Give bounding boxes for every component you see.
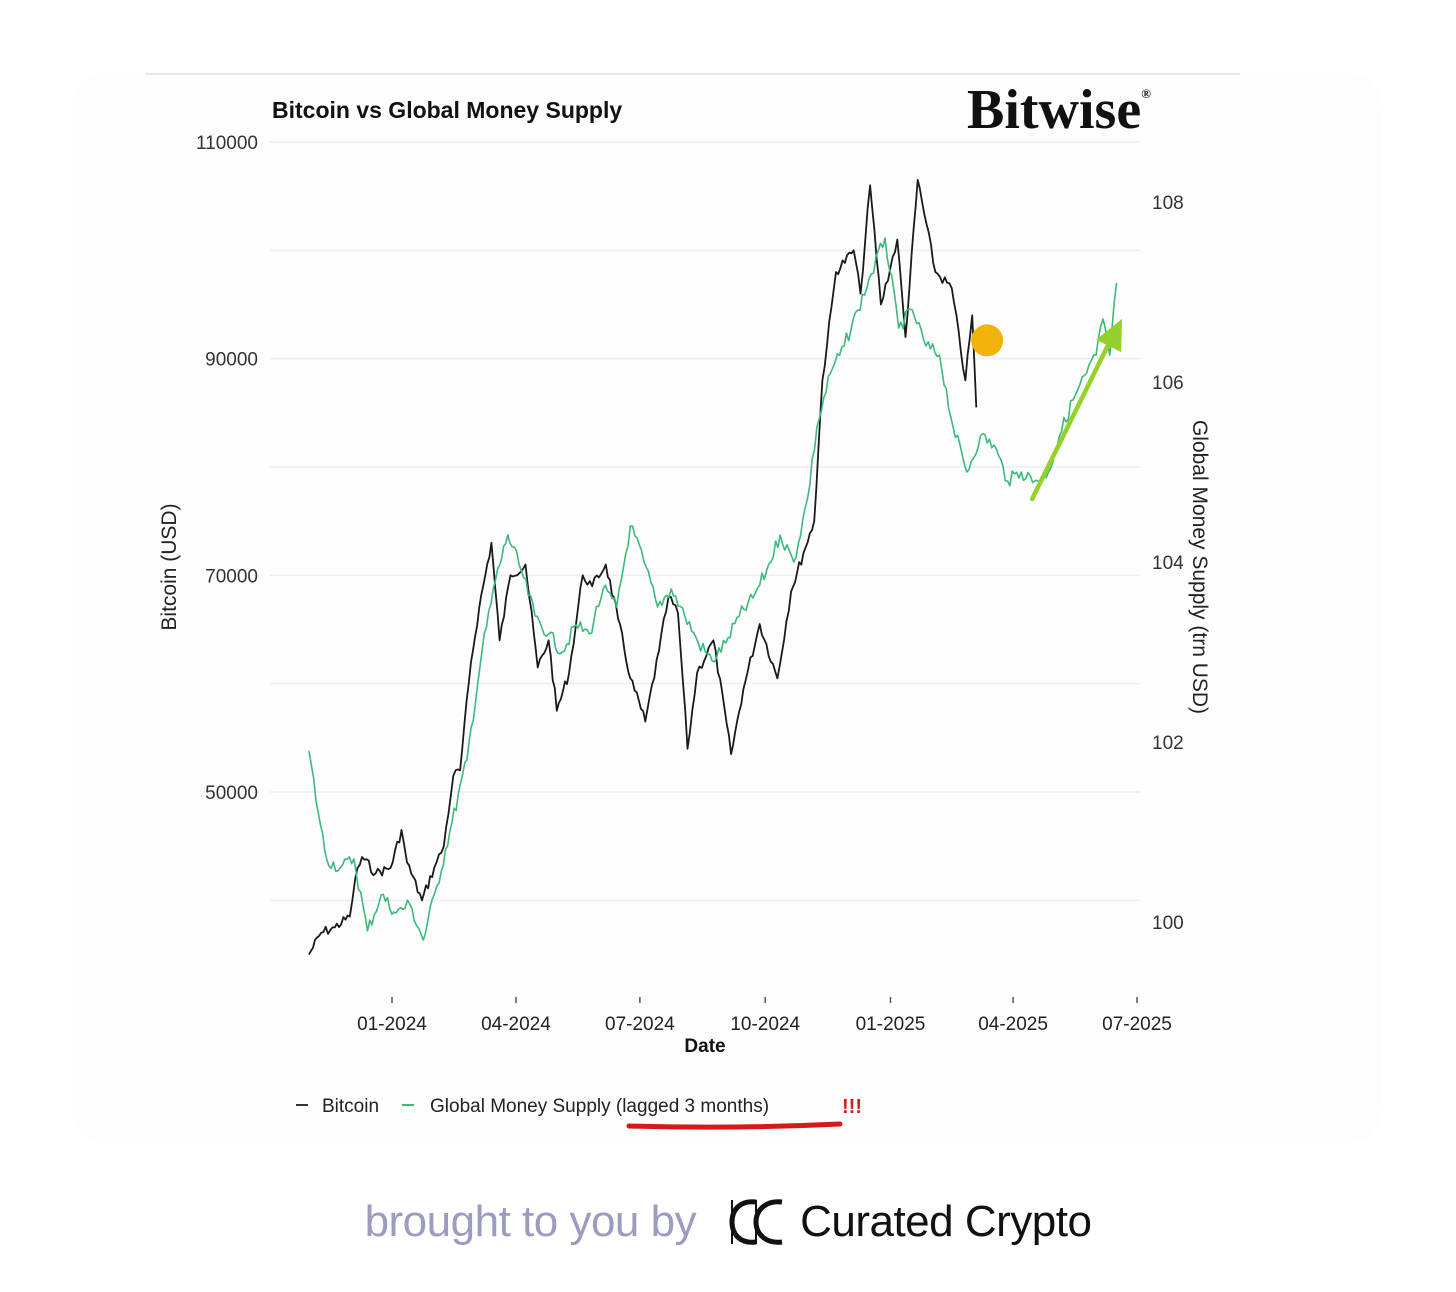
bitwise-logo-mark: ® [1141, 86, 1151, 101]
x-tick-label: 01-2025 [856, 1014, 926, 1035]
x-tick-label: 04-2024 [481, 1014, 551, 1035]
y-right-ticks: 108 106 104 102 100 [1152, 193, 1184, 934]
interlocking-c-icon [729, 1199, 783, 1245]
gridlines [270, 141, 1140, 902]
y-axis-left-label: Bitcoin (USD) [158, 503, 181, 630]
x-tick-label: 01-2024 [357, 1014, 427, 1035]
trend-arrow-head [1096, 319, 1123, 353]
chart-title: Bitcoin vs Global Money Supply [272, 97, 622, 123]
x-ticks: 01-2024 04-2024 07-2024 10-2024 01-2025 04-20… [357, 997, 1172, 1035]
x-tick-label: 10-2024 [730, 1014, 800, 1035]
series-line-bitcoin [308, 179, 978, 955]
x-tick-label: 04-2025 [978, 1014, 1048, 1035]
footer-prefix: brought to you by [364, 1197, 697, 1246]
footer: brought to you by Curated Crypto [0, 1192, 1456, 1252]
y-left-ticks: 110000 90000 70000 50000 [196, 133, 258, 804]
x-axis-label: Date [684, 1036, 725, 1057]
y-right-tick-label: 104 [1152, 553, 1184, 574]
legend: Bitcoin Global Money Supply (lagged 3 mo… [296, 1096, 862, 1130]
highlight-dot [971, 324, 1004, 357]
legend-label-bitcoin: Bitcoin [322, 1096, 379, 1117]
annotation-layer [971, 319, 1123, 502]
x-tick-label: 07-2024 [605, 1014, 675, 1035]
y-right-tick-label: 102 [1152, 733, 1184, 754]
x-tick-label: 07-2025 [1102, 1014, 1172, 1035]
top-divider [145, 73, 1240, 75]
footer-brand-name: Curated Crypto [800, 1197, 1092, 1246]
y-left-tick-label: 110000 [196, 133, 258, 154]
y-left-tick-label: 70000 [205, 566, 258, 587]
series-line-global-money-supply [308, 237, 1118, 941]
y-left-tick-label: 90000 [205, 350, 258, 371]
legend-emphasis: !!! [842, 1096, 862, 1118]
series-layer [308, 179, 1118, 955]
legend-label-gms: Global Money Supply (lagged 3 months) [430, 1096, 769, 1117]
bitwise-logo: Bitwise® [967, 79, 1151, 141]
chart: 110000 90000 70000 50000 108 106 104 102 100 01… [158, 79, 1211, 1130]
y-axis-right-label: Global Money Supply (trn USD) [1188, 420, 1211, 714]
bitwise-logo-text: Bitwise [967, 79, 1141, 141]
y-right-tick-label: 106 [1152, 373, 1184, 394]
legend-underline [626, 1121, 843, 1130]
y-right-tick-label: 108 [1152, 193, 1184, 214]
y-left-tick-label: 50000 [205, 783, 258, 804]
y-right-tick-label: 100 [1152, 913, 1184, 934]
trend-arrow-shaft [1029, 330, 1117, 502]
